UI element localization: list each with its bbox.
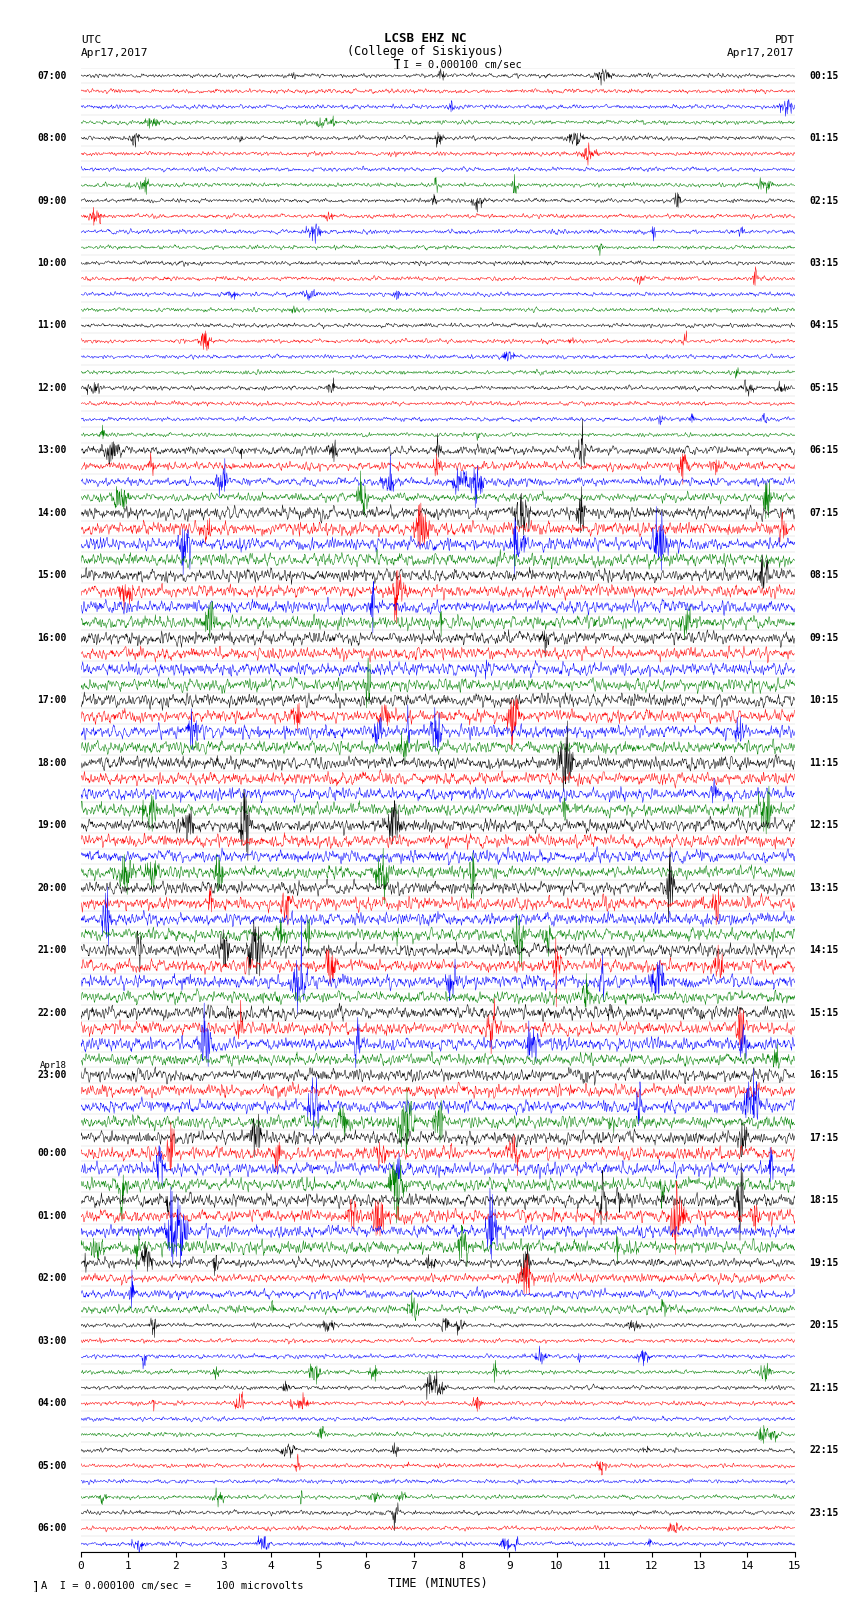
Text: 18:15: 18:15 (809, 1195, 838, 1205)
X-axis label: TIME (MINUTES): TIME (MINUTES) (388, 1578, 488, 1590)
Text: 12:15: 12:15 (809, 821, 838, 831)
Text: 13:15: 13:15 (809, 882, 838, 894)
Text: 23:00: 23:00 (37, 1071, 66, 1081)
Text: 03:00: 03:00 (37, 1336, 66, 1345)
Text: 16:15: 16:15 (809, 1071, 838, 1081)
Text: 17:15: 17:15 (809, 1132, 838, 1142)
Text: 09:15: 09:15 (809, 632, 838, 644)
Text: 00:15: 00:15 (809, 71, 838, 81)
Text: 02:15: 02:15 (809, 195, 838, 205)
Text: 08:00: 08:00 (37, 132, 66, 144)
Text: 11:15: 11:15 (809, 758, 838, 768)
Text: 10:00: 10:00 (37, 258, 66, 268)
Text: 02:00: 02:00 (37, 1273, 66, 1284)
Text: 15:15: 15:15 (809, 1008, 838, 1018)
Text: Apr17,2017: Apr17,2017 (81, 48, 148, 58)
Text: 21:15: 21:15 (809, 1382, 838, 1392)
Text: 01:00: 01:00 (37, 1211, 66, 1221)
Text: 07:00: 07:00 (37, 71, 66, 81)
Text: 11:00: 11:00 (37, 321, 66, 331)
Text: 14:15: 14:15 (809, 945, 838, 955)
Text: 21:00: 21:00 (37, 945, 66, 955)
Text: Apr18: Apr18 (40, 1061, 66, 1071)
Text: 12:00: 12:00 (37, 382, 66, 394)
Text: LCSB EHZ NC: LCSB EHZ NC (383, 32, 467, 45)
Text: I = 0.000100 cm/sec: I = 0.000100 cm/sec (403, 60, 522, 71)
Text: 23:15: 23:15 (809, 1508, 838, 1518)
Text: 09:00: 09:00 (37, 195, 66, 205)
Text: PDT: PDT (774, 35, 795, 45)
Text: 04:00: 04:00 (37, 1398, 66, 1408)
Text: 22:15: 22:15 (809, 1445, 838, 1455)
Text: (College of Siskiyous): (College of Siskiyous) (347, 45, 503, 58)
Text: 15:00: 15:00 (37, 571, 66, 581)
Text: 13:00: 13:00 (37, 445, 66, 455)
Text: 16:00: 16:00 (37, 632, 66, 644)
Text: 20:00: 20:00 (37, 882, 66, 894)
Text: 06:00: 06:00 (37, 1523, 66, 1534)
Text: 19:15: 19:15 (809, 1258, 838, 1268)
Text: A  I = 0.000100 cm/sec =    100 microvolts: A I = 0.000100 cm/sec = 100 microvolts (41, 1581, 303, 1592)
Text: 14:00: 14:00 (37, 508, 66, 518)
Text: 19:00: 19:00 (37, 821, 66, 831)
Text: 22:00: 22:00 (37, 1008, 66, 1018)
Text: 20:15: 20:15 (809, 1319, 838, 1331)
Text: 01:15: 01:15 (809, 132, 838, 144)
Text: 06:15: 06:15 (809, 445, 838, 455)
Text: 08:15: 08:15 (809, 571, 838, 581)
Text: Apr17,2017: Apr17,2017 (728, 48, 795, 58)
Text: 05:15: 05:15 (809, 382, 838, 394)
Text: 05:00: 05:00 (37, 1461, 66, 1471)
Text: 17:00: 17:00 (37, 695, 66, 705)
Text: 10:15: 10:15 (809, 695, 838, 705)
Text: 03:15: 03:15 (809, 258, 838, 268)
Text: 04:15: 04:15 (809, 321, 838, 331)
Text: 18:00: 18:00 (37, 758, 66, 768)
Text: 07:15: 07:15 (809, 508, 838, 518)
Text: 00:00: 00:00 (37, 1148, 66, 1158)
Text: UTC: UTC (81, 35, 101, 45)
